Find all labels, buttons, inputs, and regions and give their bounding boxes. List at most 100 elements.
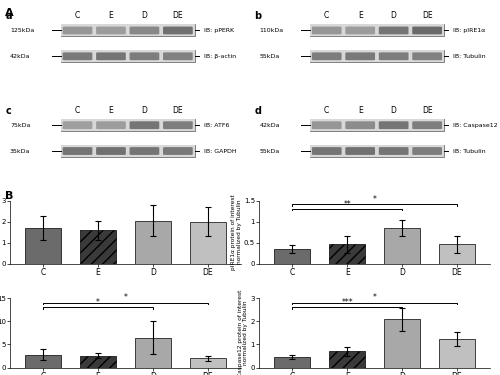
Bar bbox=[330, 351, 365, 368]
Bar bbox=[80, 230, 116, 264]
FancyBboxPatch shape bbox=[379, 121, 408, 129]
FancyBboxPatch shape bbox=[346, 27, 375, 34]
Text: 75kDa: 75kDa bbox=[10, 123, 30, 128]
Bar bbox=[439, 339, 475, 368]
FancyBboxPatch shape bbox=[412, 53, 442, 60]
Text: E: E bbox=[358, 106, 362, 115]
FancyBboxPatch shape bbox=[412, 147, 442, 155]
FancyBboxPatch shape bbox=[312, 121, 342, 129]
Text: C: C bbox=[75, 106, 80, 115]
Text: C: C bbox=[324, 106, 330, 115]
FancyBboxPatch shape bbox=[312, 27, 342, 34]
Bar bbox=[310, 24, 444, 36]
FancyBboxPatch shape bbox=[130, 27, 160, 34]
FancyBboxPatch shape bbox=[62, 53, 92, 60]
Bar bbox=[135, 220, 170, 264]
Bar bbox=[61, 24, 94, 36]
FancyBboxPatch shape bbox=[379, 53, 408, 60]
FancyBboxPatch shape bbox=[163, 27, 192, 34]
FancyBboxPatch shape bbox=[130, 53, 160, 60]
Bar bbox=[310, 50, 444, 62]
Text: D: D bbox=[142, 11, 148, 20]
Bar bbox=[330, 244, 365, 264]
Bar bbox=[25, 355, 61, 368]
Bar bbox=[61, 145, 194, 157]
Bar bbox=[25, 228, 61, 264]
FancyBboxPatch shape bbox=[163, 147, 192, 155]
Text: 55kDa: 55kDa bbox=[259, 148, 280, 153]
Text: *: * bbox=[124, 293, 128, 302]
Bar bbox=[274, 357, 310, 368]
Text: B: B bbox=[5, 191, 14, 201]
Bar bbox=[161, 50, 194, 62]
Bar bbox=[310, 24, 344, 36]
Text: IB: GAPDH: IB: GAPDH bbox=[204, 148, 236, 153]
Bar bbox=[128, 24, 161, 36]
Bar bbox=[410, 145, 444, 157]
Bar bbox=[128, 145, 161, 157]
Text: **: ** bbox=[344, 200, 351, 208]
FancyBboxPatch shape bbox=[346, 121, 375, 129]
Bar bbox=[128, 50, 161, 62]
Bar bbox=[410, 119, 444, 131]
Bar bbox=[61, 119, 94, 131]
Bar bbox=[80, 356, 116, 368]
Text: E: E bbox=[108, 11, 114, 20]
Bar bbox=[344, 145, 377, 157]
Bar bbox=[135, 338, 170, 368]
Text: *: * bbox=[96, 298, 100, 307]
Bar bbox=[190, 358, 226, 368]
Text: IB: Caspase12: IB: Caspase12 bbox=[453, 123, 498, 128]
Text: a: a bbox=[6, 11, 12, 21]
Bar bbox=[439, 244, 475, 264]
Bar bbox=[94, 145, 128, 157]
FancyBboxPatch shape bbox=[130, 121, 160, 129]
FancyBboxPatch shape bbox=[163, 121, 192, 129]
Text: IB: ATF6: IB: ATF6 bbox=[204, 123, 229, 128]
Bar bbox=[161, 119, 194, 131]
FancyBboxPatch shape bbox=[62, 147, 92, 155]
Bar bbox=[310, 119, 444, 131]
Bar bbox=[61, 24, 194, 36]
Bar bbox=[310, 145, 344, 157]
Text: ***: *** bbox=[342, 298, 353, 307]
Text: D: D bbox=[390, 106, 396, 115]
FancyBboxPatch shape bbox=[130, 147, 160, 155]
Bar bbox=[377, 50, 410, 62]
Bar bbox=[377, 119, 410, 131]
Bar bbox=[310, 119, 344, 131]
FancyBboxPatch shape bbox=[96, 53, 126, 60]
Bar bbox=[61, 119, 194, 131]
Bar bbox=[384, 228, 420, 264]
Text: IB: pIRE1α: IB: pIRE1α bbox=[453, 28, 486, 33]
Text: E: E bbox=[358, 11, 362, 20]
FancyBboxPatch shape bbox=[96, 147, 126, 155]
FancyBboxPatch shape bbox=[62, 27, 92, 34]
Bar bbox=[377, 145, 410, 157]
Text: A: A bbox=[5, 8, 14, 18]
Bar bbox=[61, 50, 94, 62]
Bar bbox=[190, 222, 226, 264]
Text: b: b bbox=[254, 11, 262, 21]
Text: IB: β-actin: IB: β-actin bbox=[204, 54, 236, 59]
Bar bbox=[344, 50, 377, 62]
Bar bbox=[377, 24, 410, 36]
Text: DE: DE bbox=[422, 106, 432, 115]
Text: IB: pPERK: IB: pPERK bbox=[204, 28, 234, 33]
Text: *: * bbox=[372, 195, 376, 204]
Text: C: C bbox=[75, 11, 80, 20]
Text: DE: DE bbox=[172, 106, 183, 115]
FancyBboxPatch shape bbox=[346, 53, 375, 60]
Text: 35kDa: 35kDa bbox=[10, 148, 30, 153]
FancyBboxPatch shape bbox=[62, 121, 92, 129]
Text: 110kDa: 110kDa bbox=[259, 28, 283, 33]
Text: IB: Tubulin: IB: Tubulin bbox=[453, 148, 486, 153]
FancyBboxPatch shape bbox=[379, 147, 408, 155]
FancyBboxPatch shape bbox=[163, 53, 192, 60]
Bar bbox=[344, 24, 377, 36]
FancyBboxPatch shape bbox=[96, 121, 126, 129]
FancyBboxPatch shape bbox=[96, 27, 126, 34]
Bar bbox=[94, 119, 128, 131]
Text: d: d bbox=[254, 106, 262, 116]
FancyBboxPatch shape bbox=[312, 53, 342, 60]
